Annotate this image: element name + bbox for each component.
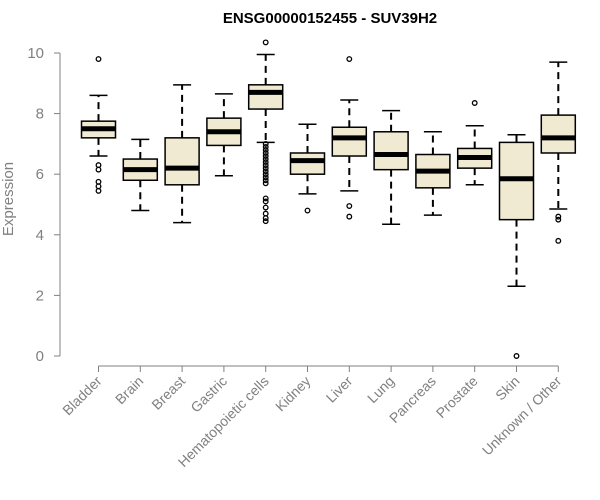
outlier-point [346, 213, 353, 220]
y-tick-label: 10 [27, 45, 44, 62]
y-tick-label: 8 [36, 106, 44, 123]
outlier-point [262, 140, 269, 147]
outlier-point [346, 203, 353, 209]
outlier-point [262, 174, 269, 181]
y-axis: 0 2 4 6 8 10 [27, 45, 61, 365]
x-tick-label: Unknown / Other [479, 373, 565, 459]
outlier-point [95, 56, 102, 63]
box-iqr [373, 131, 409, 171]
box-group [456, 100, 493, 186]
outlier-point [262, 177, 269, 184]
box-iqr [540, 114, 577, 154]
outlier-point [262, 159, 269, 166]
box-iqr [289, 152, 326, 175]
outlier-point [262, 143, 269, 150]
outlier-point [262, 165, 269, 172]
outlier-point [262, 180, 269, 187]
x-tick-label: Prostate [433, 373, 481, 421]
boxes [80, 39, 577, 359]
x-tick-label: Lung [364, 373, 397, 406]
y-tick-label: 2 [36, 287, 44, 304]
outlier-point [471, 100, 478, 106]
outlier-point [262, 150, 269, 156]
box-group [498, 134, 535, 359]
y-tick-label: 4 [36, 227, 44, 244]
outlier-point [262, 147, 269, 153]
x-tick-label: Bladder [59, 373, 105, 419]
outlier-point [95, 187, 102, 194]
outlier-point [513, 353, 520, 359]
box-group [289, 123, 326, 214]
x-tick-label: Skin [492, 373, 523, 404]
outlier-point [304, 207, 311, 214]
box-iqr [247, 84, 284, 110]
box-group [331, 56, 368, 220]
outlier-point [262, 168, 269, 175]
outlier-point [555, 213, 562, 220]
y-tick-label: 0 [36, 348, 44, 365]
outlier-point [262, 198, 269, 205]
outlier-point [555, 237, 562, 244]
outlier-point [262, 204, 269, 211]
outlier-point [262, 171, 269, 178]
outlier-point [262, 215, 269, 222]
box-group [540, 61, 577, 244]
box-group [164, 84, 200, 224]
outlier-point [262, 195, 269, 202]
y-tick-label: 6 [36, 166, 44, 183]
box-group [373, 109, 409, 225]
outlier-point [262, 39, 269, 46]
chart-title: ENSG00000152455 - SUV39H2 [223, 10, 437, 27]
box-iqr [331, 126, 368, 157]
outlier-point [262, 156, 269, 162]
box-group [122, 138, 159, 212]
x-tick-label: Breast [148, 373, 188, 413]
outlier-point [262, 218, 269, 225]
outlier-point [262, 153, 269, 159]
x-tick-label: Brain [112, 373, 146, 407]
x-tick-label: Kidney [272, 373, 314, 415]
outlier-point [346, 56, 353, 63]
outlier-point [95, 166, 102, 173]
box-group [415, 131, 451, 216]
outlier-point [555, 216, 562, 223]
box-group [206, 93, 242, 177]
outlier-point [262, 162, 269, 169]
x-tick-label: Liver [323, 373, 356, 406]
y-axis-title: Expression [0, 162, 17, 236]
box-group [247, 39, 284, 225]
box-group [80, 56, 117, 194]
box-iqr [164, 137, 200, 186]
